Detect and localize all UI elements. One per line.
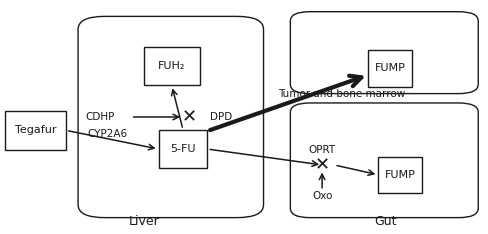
Text: Tumor and bone marrow: Tumor and bone marrow	[278, 89, 405, 99]
FancyBboxPatch shape	[290, 103, 478, 218]
Text: Tegafur: Tegafur	[15, 125, 56, 135]
Text: CDHP: CDHP	[85, 112, 115, 122]
FancyBboxPatch shape	[78, 16, 264, 218]
Text: Oxo: Oxo	[312, 191, 332, 201]
FancyBboxPatch shape	[144, 47, 200, 85]
FancyBboxPatch shape	[5, 111, 66, 150]
FancyBboxPatch shape	[290, 12, 478, 94]
Text: DPD: DPD	[210, 112, 232, 122]
Text: FUH₂: FUH₂	[158, 61, 186, 71]
Text: Liver: Liver	[128, 215, 160, 228]
Text: OPRT: OPRT	[308, 145, 336, 155]
Text: ✕: ✕	[315, 156, 329, 174]
Text: 5-FU: 5-FU	[170, 144, 196, 154]
Text: FUMP: FUMP	[375, 63, 406, 73]
Text: Gut: Gut	[374, 215, 397, 228]
Text: FUMP: FUMP	[385, 170, 416, 180]
FancyBboxPatch shape	[378, 157, 422, 193]
FancyBboxPatch shape	[368, 50, 412, 87]
Text: CYP2A6: CYP2A6	[87, 129, 127, 139]
Text: ✕: ✕	[182, 108, 197, 126]
FancyBboxPatch shape	[159, 130, 207, 168]
